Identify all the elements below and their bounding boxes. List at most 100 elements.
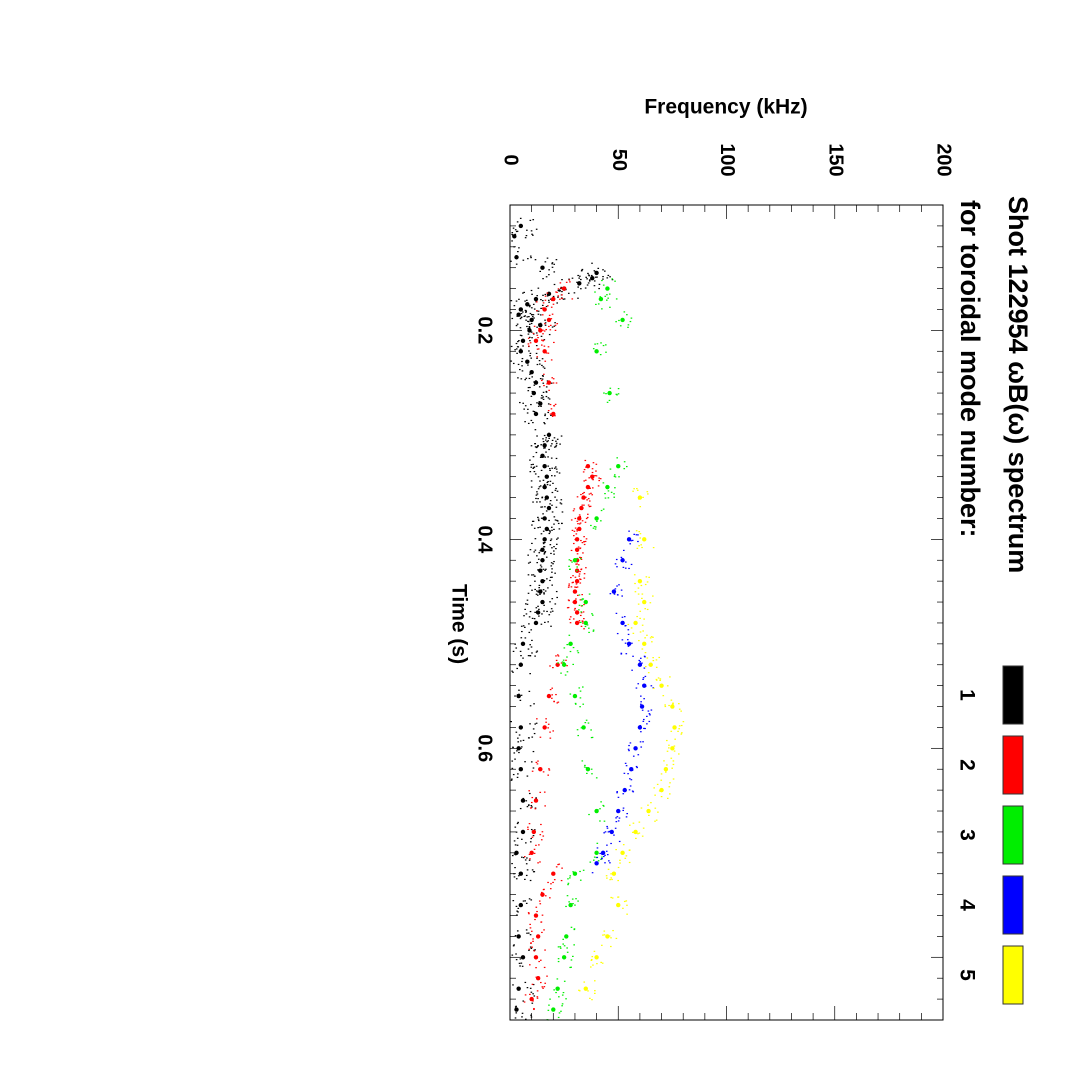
spectral-dot — [657, 677, 660, 679]
spectral-dot — [527, 304, 530, 307]
data-point — [572, 599, 578, 605]
spectral-dot — [545, 390, 548, 393]
spectral-dot — [572, 663, 574, 666]
spectral-dot — [520, 312, 523, 315]
spectral-dot — [531, 869, 534, 871]
spectral-dot — [541, 379, 543, 382]
data-point — [518, 662, 524, 667]
spectral-dot — [608, 399, 611, 402]
spectral-dot — [527, 408, 529, 410]
spectral-dot — [539, 363, 541, 365]
spectral-dot — [548, 398, 551, 400]
spectral-dot — [678, 708, 681, 710]
spectral-dot — [670, 757, 673, 759]
spectral-dot — [512, 234, 514, 236]
spectral-dot — [528, 964, 531, 966]
spectral-dot — [573, 508, 576, 510]
spectral-dot — [510, 300, 513, 302]
spectral-dot — [524, 603, 527, 605]
spectral-dot — [567, 599, 570, 601]
spectral-dot — [545, 352, 548, 354]
spectral-dot — [536, 763, 539, 765]
spectral-dot — [641, 546, 643, 549]
spectral-dot — [639, 537, 642, 539]
spectral-dot — [641, 835, 644, 837]
data-point — [642, 683, 647, 688]
spectral-dot — [640, 746, 643, 748]
spectral-dot — [673, 750, 676, 752]
spectral-dot — [594, 990, 596, 992]
data-point — [598, 296, 604, 302]
spectral-dot — [535, 976, 538, 978]
spectral-dot — [678, 725, 681, 727]
spectral-dot — [524, 379, 527, 381]
spectral-dot — [610, 937, 612, 939]
spectral-dot — [552, 295, 555, 298]
spectral-dot — [532, 993, 534, 995]
spectral-dot — [539, 861, 541, 863]
spectral-dot — [540, 921, 542, 923]
spectral-dot — [549, 601, 551, 603]
spectral-dot — [554, 322, 556, 324]
spectral-dot — [511, 767, 514, 769]
spectral-dot — [592, 629, 595, 631]
spectral-dot — [519, 327, 522, 329]
spectral-dot — [555, 590, 558, 593]
spectral-dot — [591, 999, 593, 1001]
spectral-dot — [617, 393, 620, 395]
spectral-dot — [640, 544, 642, 546]
spectral-dot — [529, 807, 532, 809]
data-point — [620, 850, 625, 856]
spectral-dot — [658, 790, 661, 792]
spectral-dot — [547, 305, 549, 307]
spectral-dot — [628, 861, 631, 864]
spectral-dot — [572, 542, 575, 545]
spectral-dot — [561, 522, 563, 525]
spectral-dot — [514, 866, 516, 869]
spectral-dot — [579, 522, 582, 524]
spectral-dot — [535, 451, 538, 454]
spectral-dot — [632, 632, 635, 634]
spectral-dot — [560, 1010, 562, 1012]
spectral-dot — [528, 350, 530, 352]
spectral-dot — [574, 576, 577, 578]
spectral-dot — [536, 493, 539, 495]
spectral-dot — [602, 804, 605, 807]
spectral-dot — [647, 710, 650, 712]
spectral-dot — [527, 343, 530, 345]
spectral-dot — [511, 670, 513, 672]
spectral-dot — [643, 667, 646, 669]
spectral-dot — [588, 593, 591, 595]
spectral-dot — [542, 438, 544, 440]
spectral-dot — [520, 316, 523, 318]
spectral-dot — [524, 761, 526, 763]
spectral-dot — [537, 519, 540, 522]
data-point — [633, 746, 638, 751]
legend-label-1: 1 — [955, 689, 978, 701]
spectral-dot — [536, 402, 538, 404]
spectral-dot — [553, 989, 555, 991]
data-point — [529, 996, 534, 1002]
spectral-dot — [514, 1017, 517, 1019]
spectral-dot — [510, 721, 512, 723]
spectral-dot — [585, 466, 587, 468]
spectral-dot — [627, 639, 629, 641]
spectral-dot — [530, 942, 532, 944]
spectral-dot — [588, 627, 590, 629]
spectral-dot — [642, 741, 644, 743]
spectral-dot — [646, 723, 648, 725]
spectral-dot — [633, 574, 636, 576]
spectral-dot — [584, 722, 587, 724]
spectral-dot — [543, 483, 546, 486]
spectral-dot — [662, 695, 665, 697]
spectral-dot — [530, 837, 533, 840]
data-point — [516, 312, 521, 317]
spectral-dot — [534, 588, 536, 591]
spectral-dot — [542, 391, 545, 393]
spectral-dot — [554, 415, 556, 417]
spectral-dot — [659, 679, 661, 681]
spectral-dot — [539, 550, 542, 552]
spectral-dot — [640, 701, 642, 703]
data-point — [594, 955, 599, 960]
spectral-dot — [616, 792, 618, 794]
